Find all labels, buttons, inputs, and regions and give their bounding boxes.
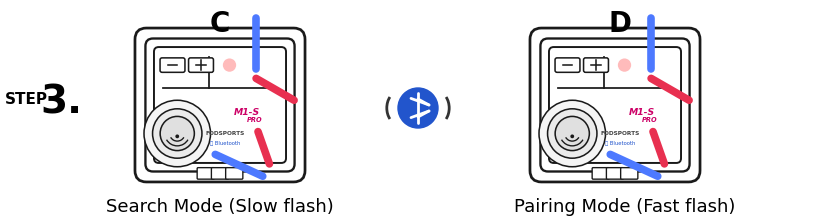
FancyBboxPatch shape [188, 58, 213, 72]
FancyBboxPatch shape [146, 39, 295, 171]
Text: Pairing Mode (Fast flash): Pairing Mode (Fast flash) [514, 198, 736, 216]
FancyBboxPatch shape [197, 168, 214, 179]
Circle shape [152, 109, 202, 158]
Text: FODSPORTS: FODSPORTS [205, 131, 244, 136]
Text: M1-S: M1-S [233, 108, 260, 117]
Text: PRO: PRO [641, 117, 657, 123]
FancyBboxPatch shape [592, 168, 610, 179]
Text: D: D [608, 10, 631, 38]
Circle shape [144, 100, 211, 167]
FancyBboxPatch shape [226, 168, 243, 179]
Text: C: C [210, 10, 230, 38]
Circle shape [398, 88, 438, 128]
FancyBboxPatch shape [541, 39, 690, 171]
FancyBboxPatch shape [530, 28, 700, 182]
Circle shape [555, 116, 590, 151]
Circle shape [539, 100, 606, 167]
Text: Ⓑ Bluetooth: Ⓑ Bluetooth [605, 140, 635, 145]
FancyBboxPatch shape [212, 168, 228, 179]
Text: 3.: 3. [40, 84, 82, 122]
Circle shape [176, 134, 179, 138]
Text: Search Mode (Slow flash): Search Mode (Slow flash) [106, 198, 334, 216]
Circle shape [223, 58, 236, 72]
Text: Ⓑ Bluetooth: Ⓑ Bluetooth [210, 140, 240, 145]
Circle shape [618, 58, 631, 72]
FancyBboxPatch shape [135, 28, 305, 182]
FancyBboxPatch shape [555, 58, 580, 72]
FancyBboxPatch shape [606, 168, 624, 179]
FancyBboxPatch shape [621, 168, 638, 179]
Text: M1-S: M1-S [629, 108, 655, 117]
Text: PRO: PRO [247, 117, 262, 123]
FancyBboxPatch shape [549, 47, 681, 163]
FancyBboxPatch shape [584, 58, 608, 72]
FancyBboxPatch shape [154, 47, 286, 163]
Text: STEP: STEP [5, 93, 48, 107]
Circle shape [547, 109, 597, 158]
FancyBboxPatch shape [160, 58, 185, 72]
Circle shape [571, 134, 574, 138]
Text: FODSPORTS: FODSPORTS [600, 131, 640, 136]
Circle shape [160, 116, 194, 151]
